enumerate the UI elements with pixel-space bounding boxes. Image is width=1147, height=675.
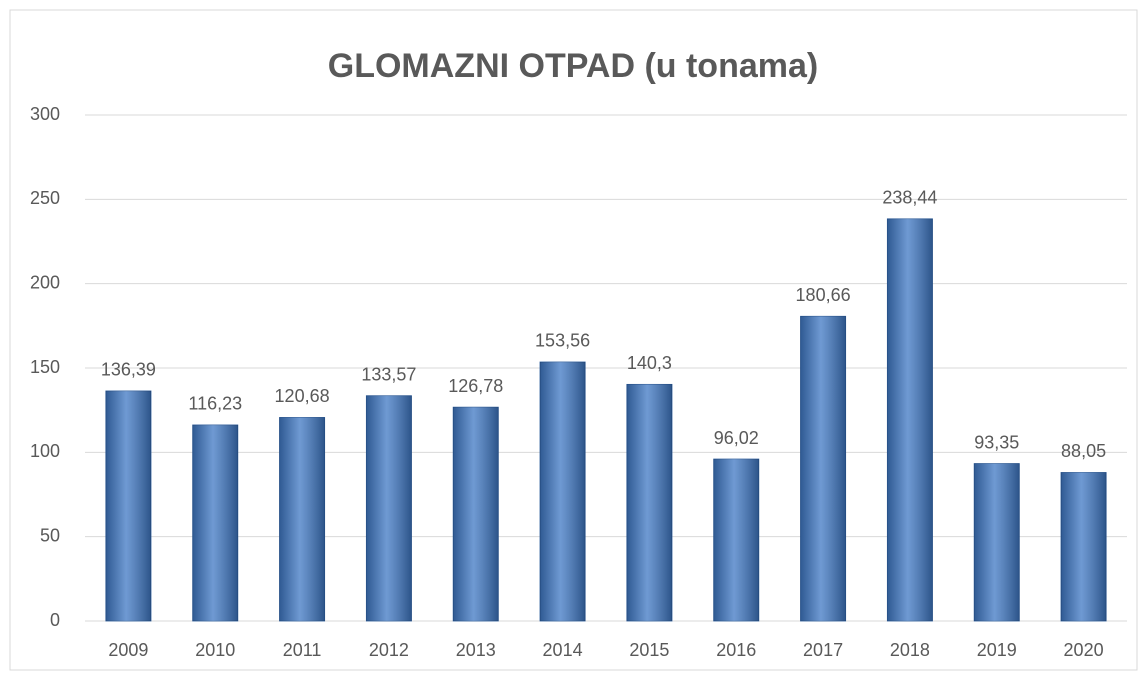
y-tick-label: 300 xyxy=(30,104,60,124)
x-tick-label: 2009 xyxy=(108,640,148,660)
x-tick-label: 2016 xyxy=(716,640,756,660)
x-tick-label: 2020 xyxy=(1064,640,1104,660)
bar xyxy=(452,406,499,622)
x-tick-label: 2010 xyxy=(195,640,235,660)
x-tick-label: 2019 xyxy=(977,640,1017,660)
bar xyxy=(713,458,760,622)
bar xyxy=(279,417,326,622)
x-tick-label: 2012 xyxy=(369,640,409,660)
bar xyxy=(365,395,412,622)
data-label: 238,44 xyxy=(882,188,937,208)
y-tick-label: 0 xyxy=(50,610,60,630)
bar xyxy=(626,383,673,622)
x-tick-label: 2013 xyxy=(456,640,496,660)
data-label: 93,35 xyxy=(974,432,1019,452)
chart-title: GLOMAZNI OTPAD (u tonama) xyxy=(328,47,818,85)
y-tick-label: 200 xyxy=(30,272,60,292)
data-label: 153,56 xyxy=(535,331,590,351)
y-tick-label: 150 xyxy=(30,357,60,377)
x-tick-label: 2011 xyxy=(283,640,322,660)
bar xyxy=(800,315,847,622)
data-label: 96,02 xyxy=(714,428,759,448)
data-label: 126,78 xyxy=(448,376,503,396)
data-label: 180,66 xyxy=(796,285,851,305)
data-label: 140,3 xyxy=(627,353,672,373)
bar xyxy=(973,463,1020,622)
bar xyxy=(539,361,586,622)
bar xyxy=(105,390,152,622)
x-tick-label: 2015 xyxy=(629,640,669,660)
data-label: 136,39 xyxy=(101,360,156,380)
bar xyxy=(192,424,239,622)
data-label: 116,23 xyxy=(188,394,242,414)
y-tick-label: 250 xyxy=(30,188,60,208)
data-label: 120,68 xyxy=(275,386,330,406)
x-tick-label: 2017 xyxy=(803,640,843,660)
bar xyxy=(886,218,933,622)
y-tick-label: 50 xyxy=(40,525,60,545)
y-tick-label: 100 xyxy=(30,441,60,461)
x-tick-label: 2014 xyxy=(543,640,583,660)
data-label: 88,05 xyxy=(1061,441,1106,461)
data-label: 133,57 xyxy=(361,364,416,384)
bar xyxy=(1060,472,1107,622)
x-tick-label: 2018 xyxy=(890,640,930,660)
